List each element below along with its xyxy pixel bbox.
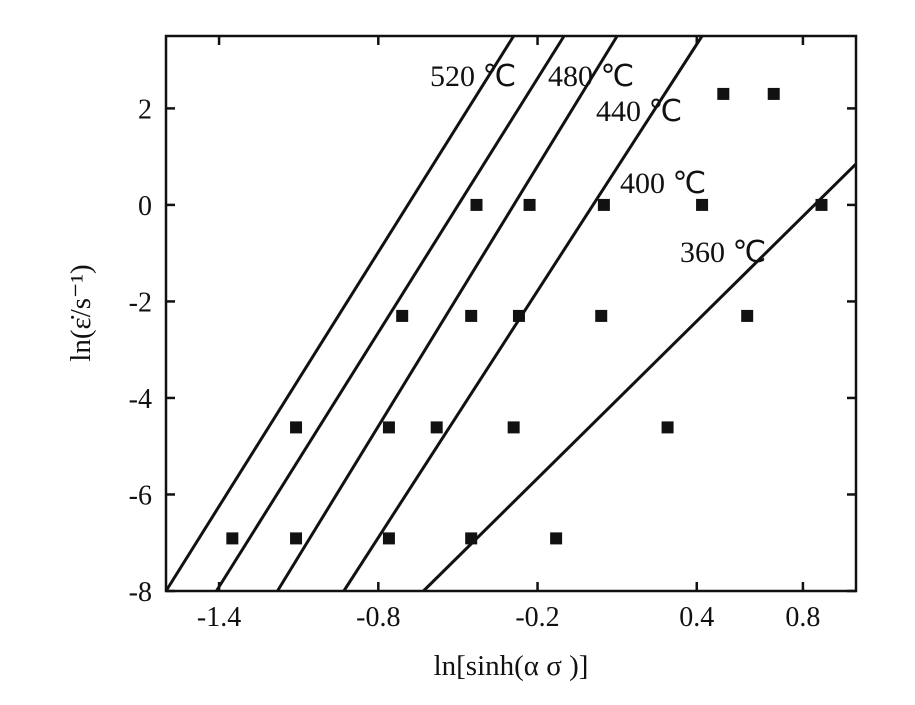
y-tick-label: -8: [129, 577, 152, 608]
series-label: 400 ℃: [620, 167, 706, 200]
x-tick-label: -0.8: [356, 602, 400, 633]
data-point: [595, 309, 608, 322]
series-label: 360 ℃: [680, 236, 766, 269]
y-tick-label: 2: [138, 94, 152, 125]
data-point: [717, 87, 730, 100]
data-point: [767, 87, 780, 100]
fit-line: [164, 35, 515, 592]
data-point: [507, 421, 520, 434]
data-point: [290, 421, 303, 434]
series-label: 440 ℃: [596, 95, 682, 128]
data-point: [290, 532, 303, 545]
y-tick-label: -2: [129, 287, 152, 318]
fit-line: [276, 35, 619, 592]
data-point: [523, 198, 536, 211]
y-axis-label: ln(ε̇/s⁻¹): [65, 264, 97, 361]
data-point: [696, 198, 709, 211]
y-tick-label: -6: [129, 480, 152, 511]
data-point: [815, 198, 828, 211]
series-label: 480 ℃: [548, 60, 634, 93]
fit-line: [422, 162, 858, 593]
data-point: [396, 309, 409, 322]
series-label: 520 ℃: [430, 60, 516, 93]
fit-line: [215, 35, 566, 592]
data-point: [382, 421, 395, 434]
data-markers: [226, 87, 828, 545]
data-point: [512, 309, 525, 322]
x-tick-label: -1.4: [197, 602, 241, 633]
data-point: [741, 309, 754, 322]
plot-frame: [164, 34, 858, 593]
axis-tick-labels: -1.4 -0.8 -0.2 0.4 0.8 -8 -6 -4 -2 0 2: [129, 94, 821, 633]
data-point: [465, 309, 478, 322]
data-point: [465, 532, 478, 545]
x-tick-label: -0.2: [515, 602, 559, 633]
data-point: [470, 198, 483, 211]
data-point: [597, 198, 610, 211]
data-point: [661, 421, 674, 434]
data-point: [430, 421, 443, 434]
x-tick-label: 0.4: [679, 602, 714, 633]
y-tick-label: 0: [138, 191, 152, 222]
y-tick-label: -4: [129, 384, 152, 415]
x-axis-label: ln[sinh(α σ )]: [434, 650, 589, 682]
data-point: [382, 532, 395, 545]
axis-ticks: [166, 36, 856, 593]
data-point: [226, 532, 239, 545]
x-tick-label: 0.8: [785, 602, 820, 633]
data-point: [550, 532, 563, 545]
